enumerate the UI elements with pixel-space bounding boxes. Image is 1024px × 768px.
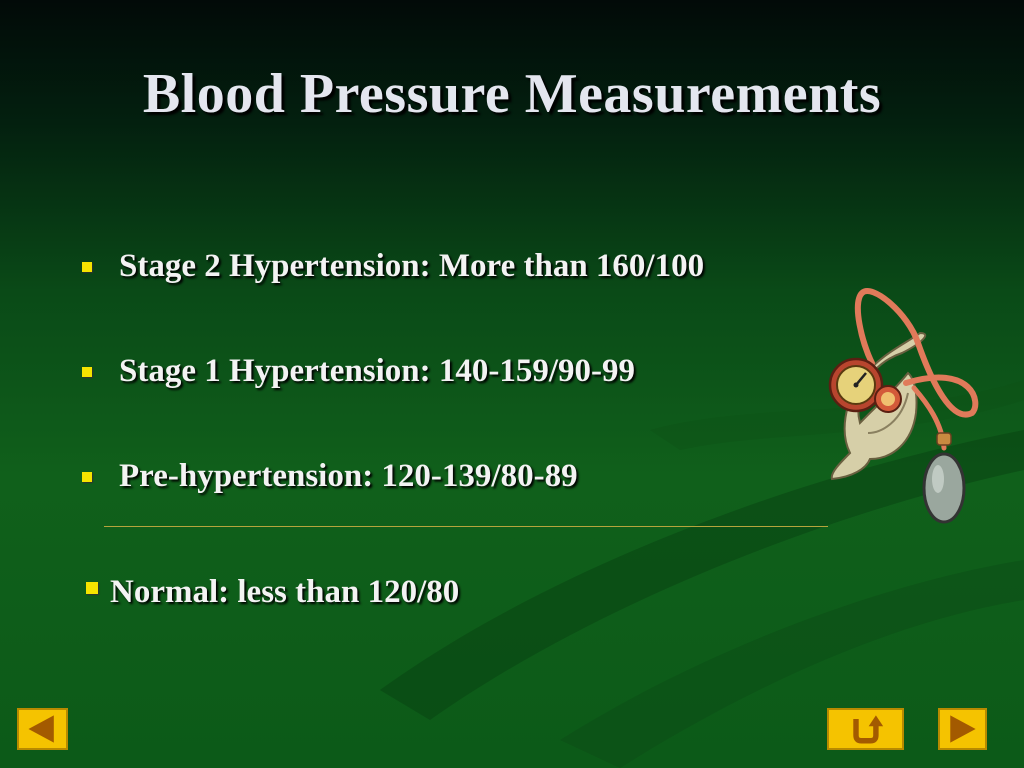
return-button[interactable] xyxy=(827,708,904,750)
blood-pressure-gauge-icon xyxy=(828,288,979,524)
bullet-stage2: Stage 2 Hypertension: More than 160/100 xyxy=(82,248,704,285)
bullet-text: Stage 2 Hypertension: More than 160/100 xyxy=(119,248,705,284)
bullet-normal: Normal: less than 120/80 xyxy=(86,574,459,611)
bullet-square-icon xyxy=(82,261,92,272)
previous-slide-button[interactable] xyxy=(17,708,68,750)
separator-line xyxy=(104,526,828,527)
bullet-text: Pre-hypertension: 120-139/80-89 xyxy=(119,458,578,494)
bullet-text: Stage 1 Hypertension: 140-159/90-99 xyxy=(119,353,636,389)
bullet-square-icon xyxy=(82,366,92,377)
bullet-text: Normal: less than 120/80 xyxy=(110,574,460,610)
bullet-square-icon xyxy=(86,581,98,594)
return-arrow-icon xyxy=(853,715,884,744)
right-arrow-icon xyxy=(950,715,976,743)
bullet-stage1: Stage 1 Hypertension: 140-159/90-99 xyxy=(82,353,635,390)
bullet-prehypertension: Pre-hypertension: 120-139/80-89 xyxy=(82,458,578,495)
bullet-square-icon xyxy=(82,471,92,482)
slide-title: Blood Pressure Measurements xyxy=(142,63,882,125)
next-slide-button[interactable] xyxy=(938,708,987,750)
left-arrow-icon xyxy=(28,715,54,743)
